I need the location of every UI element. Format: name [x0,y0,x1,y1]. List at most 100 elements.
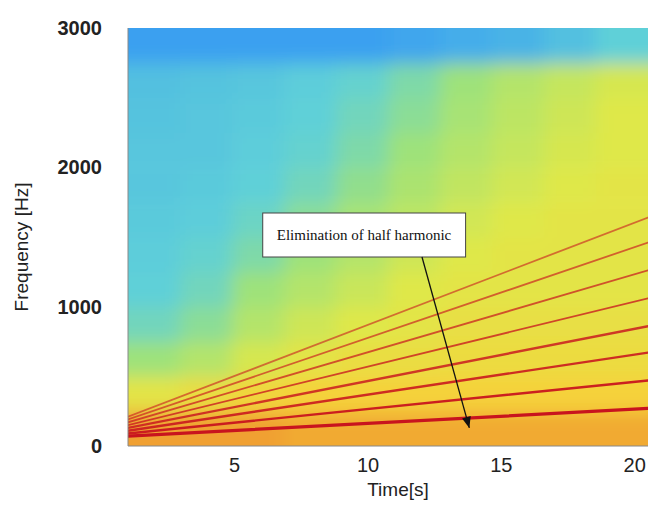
plot-area [128,28,648,446]
intensity-cell [128,342,181,377]
intensity-cell [544,63,597,98]
intensity-cell [180,272,233,307]
intensity-cell [180,342,233,377]
intensity-cell [180,133,233,168]
intensity-cell [232,133,285,168]
y-axis-line [128,28,129,446]
intensity-cell [596,307,648,342]
intensity-cell [128,237,181,272]
intensity-cell [388,272,441,307]
x-axis-line [128,446,648,447]
intensity-cell [544,133,597,168]
intensity-cell [128,28,181,63]
intensity-cell [440,98,493,133]
intensity-cell [544,342,597,377]
intensity-cell [284,28,337,63]
intensity-cell [284,167,337,202]
intensity-cell [388,411,441,446]
annotation-arrowhead [462,416,471,428]
intensity-cell [284,63,337,98]
intensity-cell [180,307,233,342]
intensity-cell [544,411,597,446]
intensity-cell [336,411,389,446]
chart: 5 10 15 20 0 1000 2000 3000 Time[s] Frequency [Hz… [0,0,666,508]
intensity-cell [336,63,389,98]
intensity-cell [180,63,233,98]
intensity-cell [544,376,597,411]
annotation-text: Elimination of half harmonic [277,227,452,243]
intensity-cell [596,167,648,202]
intensity-cell [336,28,389,63]
intensity-cell [492,272,545,307]
x-tick-label: 5 [229,454,240,476]
intensity-map [128,28,648,446]
y-tick-label: 2000 [58,156,103,178]
harmonic-line [128,243,648,420]
x-tick-label: 20 [624,454,646,476]
y-tick-label: 1000 [58,296,103,318]
intensity-cell [388,98,441,133]
annotation-box [263,213,466,257]
y-tick-label: 0 [91,435,102,457]
intensity-cell [232,28,285,63]
intensity-cell [492,202,545,237]
intensity-cell [336,272,389,307]
intensity-cell [232,98,285,133]
y-tick-label: 3000 [58,17,103,39]
intensity-cell [336,133,389,168]
intensity-cell [440,28,493,63]
intensity-cell [544,202,597,237]
intensity-cell [180,202,233,237]
intensity-cell [128,98,181,133]
intensity-cell [128,133,181,168]
intensity-cell [336,307,389,342]
intensity-cell [596,411,648,446]
intensity-cell [596,98,648,133]
intensity-cell [440,272,493,307]
intensity-cell [596,63,648,98]
x-tick-label: 10 [357,454,379,476]
harmonic-line [128,326,648,428]
intensity-cell [180,167,233,202]
intensity-cell [492,98,545,133]
intensity-cell [284,133,337,168]
intensity-cell [544,167,597,202]
intensity-cell [440,63,493,98]
annotation: Elimination of half harmonic [263,213,471,428]
intensity-cell [128,202,181,237]
intensity-cell [232,307,285,342]
x-axis-title: Time[s] [367,479,429,500]
intensity-cell [284,272,337,307]
intensity-cell [336,98,389,133]
intensity-cell [492,167,545,202]
intensity-cell [440,133,493,168]
x-tick-label: 15 [490,454,512,476]
intensity-cell [596,28,648,63]
intensity-cell [388,167,441,202]
intensity-cell [128,307,181,342]
intensity-cell [284,98,337,133]
intensity-cell [180,98,233,133]
intensity-cell [492,63,545,98]
intensity-cell [388,63,441,98]
y-axis-title: Frequency [Hz] [11,183,32,312]
intensity-cell [128,167,181,202]
intensity-cell [492,133,545,168]
intensity-cell [232,167,285,202]
intensity-cell [128,272,181,307]
intensity-cell [440,167,493,202]
intensity-cell [180,28,233,63]
intensity-cell [544,28,597,63]
intensity-cell [336,167,389,202]
intensity-cell [596,237,648,272]
intensity-cell [180,237,233,272]
intensity-cell [596,133,648,168]
intensity-cell [128,63,181,98]
intensity-cell [388,133,441,168]
intensity-cell [232,272,285,307]
harmonic-line [128,270,648,422]
intensity-cell [544,272,597,307]
intensity-cell [492,28,545,63]
annotation-arrow [422,257,469,428]
intensity-cell [284,307,337,342]
